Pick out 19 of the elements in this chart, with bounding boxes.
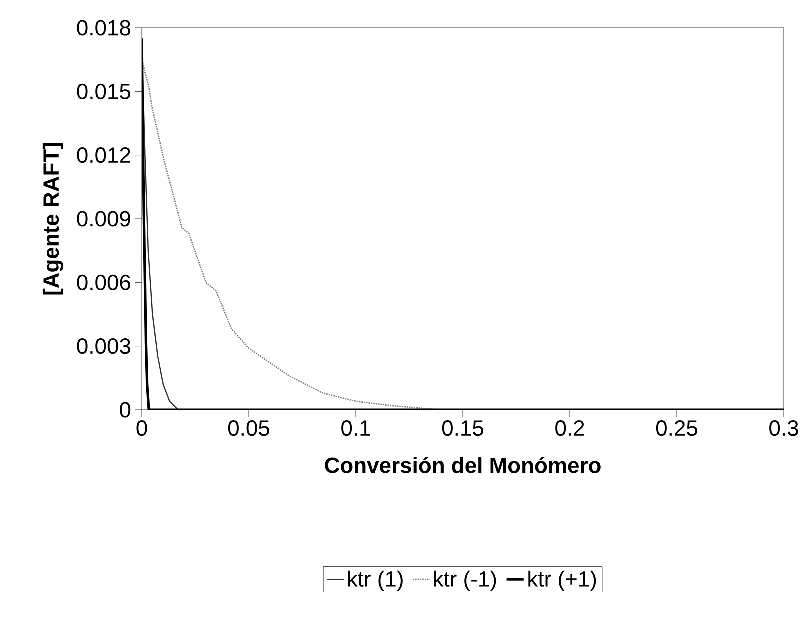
legend-label: ktr (-1) — [434, 570, 496, 592]
legend-label: ktr (1) — [348, 570, 403, 592]
x-tick-label: 0.15 — [442, 420, 484, 436]
x-tick-label: 0.2 — [556, 420, 584, 436]
y-tick-label: 0.015 — [77, 84, 131, 100]
x-tick-label: 0.25 — [656, 420, 698, 436]
legend-label: ktr (+1) — [528, 570, 596, 592]
y-tick-label: 0.012 — [77, 148, 130, 164]
x-tick-label: 0.3 — [770, 420, 798, 436]
y-tick-label: 0 — [120, 402, 131, 418]
y-tick-label: 0.006 — [77, 274, 131, 290]
x-tick-label: 0.05 — [228, 420, 270, 436]
y-tick-label: 0.009 — [77, 211, 130, 227]
y-tick-label: 0.003 — [77, 338, 131, 354]
y-tick-label: 0.018 — [77, 20, 131, 36]
x-tick-label: 0 — [136, 420, 148, 436]
x-tick-label: 0.1 — [342, 420, 370, 436]
x-axis-title: Conversión del Monómero — [325, 456, 601, 474]
y-axis-title: [Agente RAFT] — [42, 143, 64, 295]
